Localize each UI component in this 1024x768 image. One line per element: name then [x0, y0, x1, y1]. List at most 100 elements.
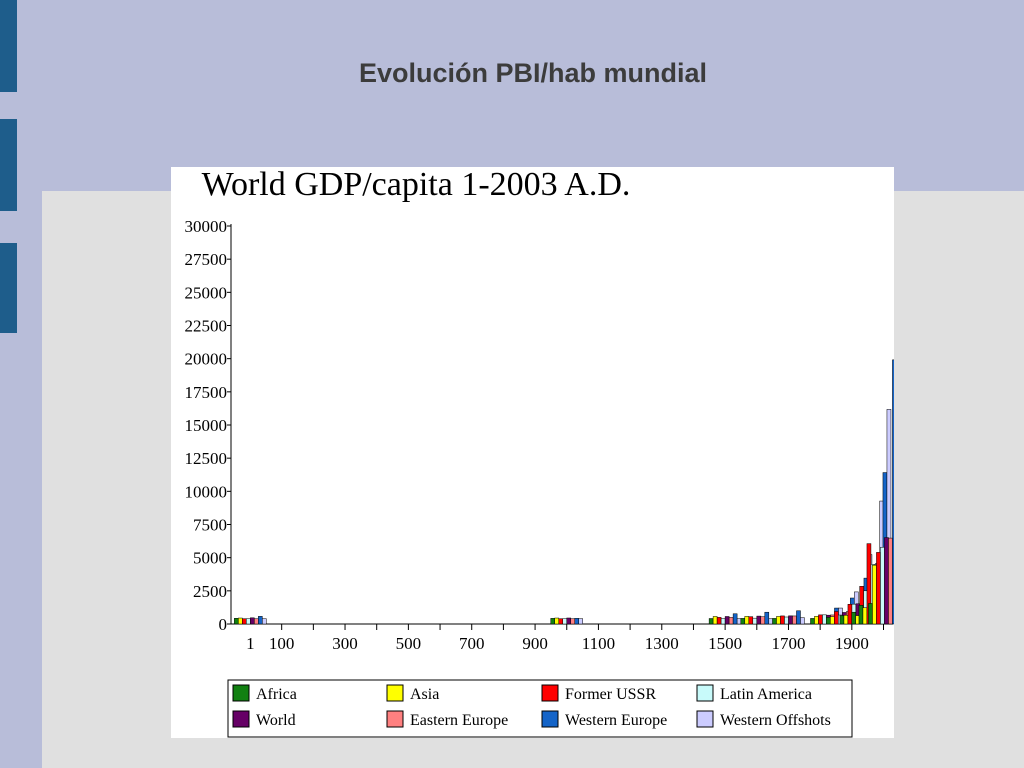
bar-africa — [858, 605, 864, 625]
bar-western-offshots — [736, 618, 742, 625]
bar-western-europe — [764, 611, 770, 625]
legend-box — [227, 679, 853, 738]
bar-world — [884, 537, 889, 625]
bar-africa — [708, 618, 714, 625]
bar-former-ussr — [716, 617, 722, 625]
bar-asia — [712, 616, 718, 625]
y-tick-label: 20000 — [185, 350, 228, 369]
bar-africa — [839, 615, 845, 625]
bar-western-europe — [574, 618, 580, 625]
bar-asia — [776, 616, 781, 625]
bar-western-europe — [732, 613, 738, 625]
bar-asia — [814, 616, 819, 625]
bar-former-ussr — [780, 615, 785, 625]
legend-swatch — [232, 684, 250, 702]
legend-label: World — [256, 712, 296, 729]
legend-swatch — [696, 710, 714, 728]
rail-segment — [0, 0, 17, 92]
bar-world — [566, 617, 572, 625]
bar-asia — [238, 617, 243, 625]
legend-label: Western Offshots — [720, 712, 831, 729]
bar-latin-america — [720, 618, 726, 625]
rail-segment — [0, 119, 17, 211]
bar-latin-america — [562, 618, 568, 625]
bar-latin-america — [880, 546, 885, 625]
bar-africa — [826, 617, 831, 625]
legend-swatch — [232, 710, 250, 728]
bar-eastern-europe — [728, 617, 734, 625]
bar-asia — [862, 607, 868, 625]
bar-asia — [872, 564, 877, 625]
bar-western-offshots — [800, 617, 805, 625]
y-tick-label: 15000 — [185, 416, 228, 435]
y-tick-label: 7500 — [193, 516, 227, 535]
legend-label: Africa — [256, 686, 297, 703]
y-tick-label: 12500 — [185, 449, 228, 468]
x-tick-label: 1500 — [708, 634, 742, 653]
bar-latin-america — [752, 617, 758, 625]
bar-eastern-europe — [792, 615, 797, 625]
y-tick-label: 17500 — [185, 383, 228, 402]
x-tick-label: 500 — [396, 634, 422, 653]
bar-latin-america — [822, 614, 827, 625]
bar-eastern-europe — [888, 537, 893, 625]
x-tick-label: 1 — [246, 634, 255, 653]
x-tick-label: 300 — [332, 634, 358, 653]
bar-former-ussr — [818, 614, 823, 625]
y-tick-label: 27500 — [185, 250, 228, 269]
bar-eastern-europe — [254, 618, 259, 625]
bar-world — [756, 615, 762, 625]
bar-latin-america — [784, 616, 789, 625]
bar-eastern-europe — [570, 618, 576, 625]
legend-label: Former USSR — [565, 686, 656, 703]
bar-world — [250, 617, 255, 625]
x-tick-label: 100 — [269, 634, 295, 653]
bar-asia — [744, 616, 750, 625]
bar-former-ussr — [876, 552, 881, 625]
bar-asia — [830, 616, 835, 625]
bar-former-ussr — [847, 604, 853, 625]
left-accent-rail — [0, 0, 18, 768]
legend-label: Western Europe — [565, 712, 667, 729]
bar-asia — [843, 615, 849, 625]
legend-swatch — [386, 710, 404, 728]
x-tick-label: 1100 — [582, 634, 615, 653]
bar-africa — [550, 618, 556, 625]
y-tick-label: 2500 — [193, 582, 227, 601]
bar-eastern-europe — [760, 616, 766, 625]
bar-former-ussr — [558, 618, 564, 625]
bar-western-offshots — [262, 618, 267, 625]
bar-former-ussr — [242, 618, 247, 625]
legend-label: Latin America — [720, 686, 812, 703]
gdp-per-capita-chart: World GDP/capita 1-2003 A.D. 0 2500 5000 750… — [185, 167, 894, 738]
rail-segment — [0, 243, 17, 333]
legend-swatch — [541, 710, 559, 728]
bar-africa — [772, 618, 777, 625]
y-tick-label: 5000 — [193, 549, 227, 568]
x-tick-label: 1300 — [645, 634, 679, 653]
legend-swatch — [541, 684, 559, 702]
y-tick-label: 10000 — [185, 482, 228, 501]
y-tick-label: 22500 — [185, 317, 228, 336]
bar-western-europe — [892, 359, 894, 625]
bar-africa — [851, 611, 856, 625]
bar-western-europe — [258, 616, 263, 625]
legend-label: Eastern Europe — [410, 712, 508, 729]
bar-world — [788, 615, 793, 625]
bar-africa — [810, 618, 815, 625]
bar-africa — [868, 603, 873, 625]
chart-image: World GDP/capita 1-2003 A.D. 0 2500 5000 750… — [171, 167, 894, 738]
bar-latin-america — [246, 618, 251, 625]
slide-title: Evolución PBI/hab mundial — [358, 58, 708, 88]
chart-title: World GDP/capita 1-2003 A.D. — [202, 167, 631, 203]
bar-former-ussr — [834, 611, 839, 625]
bar-asia — [554, 617, 560, 625]
y-tick-label: 0 — [219, 615, 228, 634]
bar-africa — [740, 618, 746, 625]
legend-label: Asia — [410, 686, 439, 703]
bar-world — [724, 616, 730, 625]
bar-africa — [234, 618, 239, 625]
bar-western-offshots — [768, 618, 774, 625]
x-tick-label: 1900 — [835, 634, 869, 653]
bar-former-ussr — [748, 616, 754, 625]
